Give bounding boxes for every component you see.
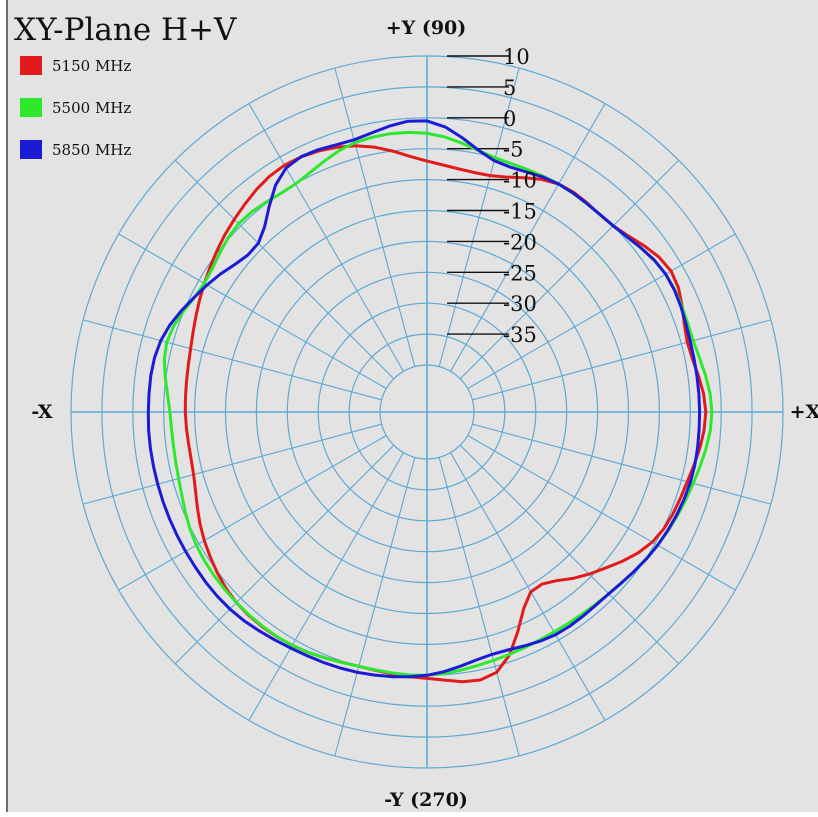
grid-spoke: [82, 423, 382, 505]
series-trace-2: [162, 130, 714, 677]
grid-spoke: [118, 233, 387, 389]
grid-spoke: [450, 103, 606, 372]
grid-spoke: [174, 159, 395, 380]
grid-spoke: [334, 67, 416, 367]
legend-label: 5850 MHz: [52, 141, 131, 159]
grid-spoke: [459, 444, 680, 665]
radial-tick-lines: [447, 55, 509, 335]
polar-chart: 10 5 0 -5 -10 -15 -20 -25 -30 -35 XY-Plane H+V 51…: [14, 12, 818, 811]
grid-spoke: [248, 452, 404, 721]
radial-tick-label: 0: [503, 107, 516, 131]
radial-tick-label: -30: [503, 292, 537, 316]
axis-label-right: +X: [790, 401, 818, 423]
grid-spoke: [118, 435, 387, 591]
radial-tick-label: -15: [503, 200, 537, 224]
legend-swatch: [20, 98, 42, 117]
radial-tick-label: -35: [503, 323, 537, 347]
grid-spoke: [467, 435, 736, 591]
grid-spoke: [472, 319, 772, 401]
grid-spoke: [174, 444, 395, 665]
axis-label-left: -X: [31, 401, 53, 423]
legend-swatch: [20, 140, 42, 159]
legend-swatch: [20, 56, 42, 75]
radial-tick-label: 10: [503, 45, 530, 69]
chart-title: XY-Plane H+V: [14, 12, 237, 48]
grid-spoke: [438, 457, 520, 757]
polar-grid: [70, 55, 784, 769]
grid-spoke: [472, 423, 772, 505]
grid-spoke: [459, 159, 680, 380]
radial-tick-label: -10: [503, 169, 537, 193]
radial-tick-label: 5: [503, 76, 516, 100]
grid-spoke: [467, 233, 736, 389]
series-traces: [146, 119, 714, 684]
radial-tick-labels: 10 5 0 -5 -10 -15 -20 -25 -30 -35: [503, 45, 537, 347]
grid-spoke: [334, 457, 416, 757]
axis-label-bottom: -Y (270): [384, 789, 468, 811]
chart-frame: 10 5 0 -5 -10 -15 -20 -25 -30 -35 XY-Plane H+V 51…: [6, 0, 818, 812]
grid-spoke: [450, 452, 606, 721]
axis-label-top: +Y (90): [386, 17, 467, 39]
legend-label: 5150 MHz: [52, 57, 131, 75]
series-trace-3: [146, 119, 702, 679]
legend-label: 5500 MHz: [52, 99, 131, 117]
legend: 5150 MHz 5500 MHz 5850 MHz: [20, 56, 131, 159]
radial-tick-label: -25: [503, 261, 537, 285]
grid-spoke: [82, 319, 382, 401]
radial-tick-label: -20: [503, 230, 537, 254]
radial-tick-label: -5: [503, 138, 523, 162]
grid-spoke: [248, 103, 404, 372]
